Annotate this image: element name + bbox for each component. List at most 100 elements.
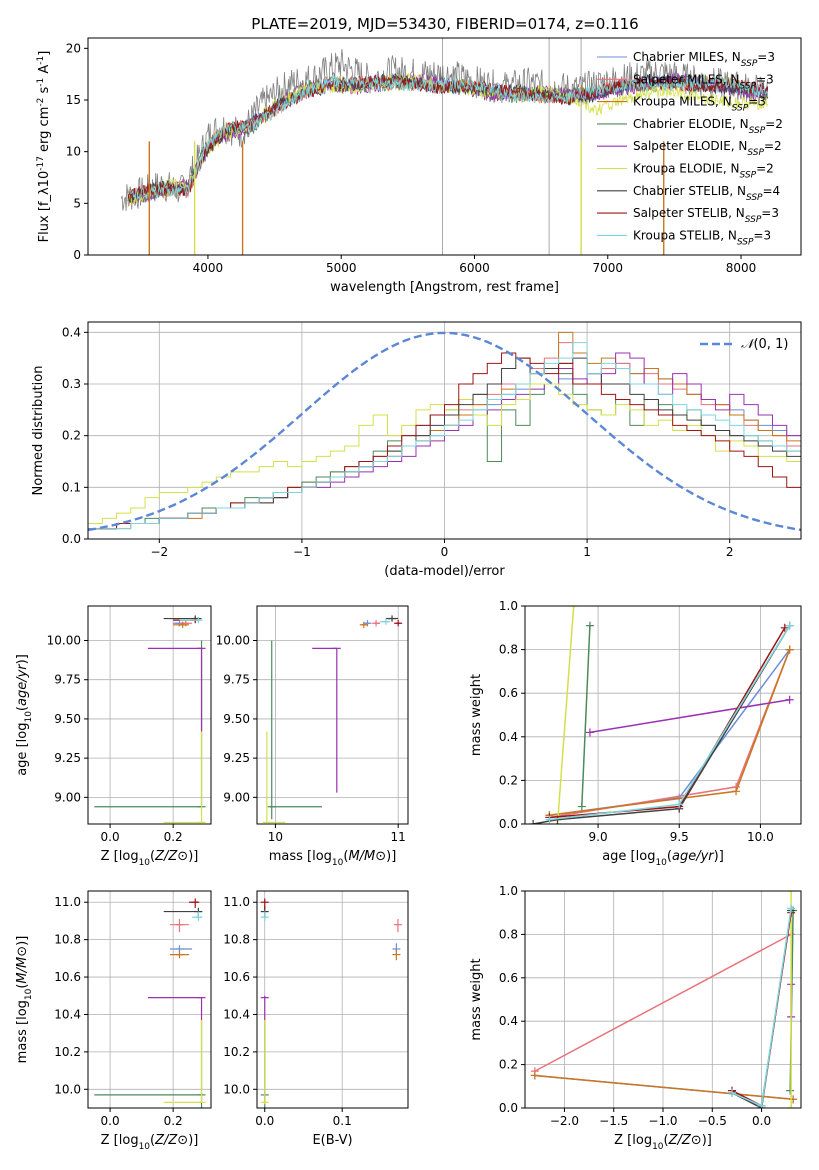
- age_vs_Z-xtick-label-1: 0.2: [164, 830, 183, 844]
- hist-series-8: [88, 342, 801, 539]
- residual_hist-ytick-label-3: 0.3: [62, 377, 81, 391]
- gaussian-curve: [88, 331, 801, 532]
- weight_vs_Z-frame: [524, 890, 802, 1109]
- weight_vs_age-ytick-label-4: 0.8: [499, 643, 518, 657]
- mass_vs_Z-ytick-label-4: 10.8: [54, 933, 81, 947]
- mass_vs_EBV-ytick-label-4: 10.8: [223, 933, 250, 947]
- age_vs_mass-ytick-label-1: 9.25: [223, 751, 250, 765]
- age_vs_Z-ylabel: age [log10(age/yr)]: [15, 654, 34, 776]
- spectrum-ytick-label-4: 20: [66, 41, 81, 55]
- age_vs_mass-ytick-label-3: 9.75: [223, 673, 250, 687]
- spectrum-frame: [87, 37, 802, 256]
- legend-label-3: Chabrier ELODIE, NSSP=2: [633, 117, 783, 136]
- weight_vs_Z-ytick-label-4: 0.8: [499, 927, 518, 941]
- spectrum-xtick-label-2: 6000: [459, 261, 490, 275]
- mass_vs_EBV-frame: [256, 890, 409, 1109]
- spectrum-marks: [120, 38, 769, 255]
- age_vs_mass-ytick-label-4: 10.00: [216, 634, 250, 648]
- mass_vs_Z-point-5: [163, 1020, 206, 1103]
- age_vs_Z-frame: [87, 605, 212, 825]
- legend-label-8: Kroupa STELIB, NSSP=3: [633, 228, 771, 247]
- age_vs_mass-marks: [262, 615, 403, 824]
- weight_vs_age-xtick-label-0: 9.0: [589, 830, 608, 844]
- weight_vs_Z-marker-5-1: [787, 891, 796, 895]
- weight_vs_age-marker-6-0: [529, 820, 538, 824]
- mass_vs_EBV-marks: [260, 898, 402, 1108]
- mass_vs_Z-point-2: [170, 950, 189, 959]
- age_vs_Z-ytick-label-3: 9.75: [54, 673, 81, 687]
- mass_vs_Z-xtick-label-0: 0.0: [101, 1114, 120, 1128]
- weight_vs_age-line-3: [581, 625, 591, 807]
- weight_vs_Z-ytick-label-1: 0.2: [499, 1058, 518, 1072]
- age_vs_mass-frame: [256, 605, 409, 825]
- hist-legend-label: 𝒩(0, 1): [741, 337, 788, 352]
- mass_vs_Z-ytick-label-1: 10.2: [54, 1045, 81, 1059]
- weight_vs_age-marker-2-1: [732, 787, 741, 796]
- weight_vs_Z-marker-2-0: [530, 1071, 539, 1080]
- legend-label-6: Chabrier STELIB, NSSP=4: [633, 184, 780, 203]
- age_vs_Z-point-5: [163, 731, 206, 824]
- weight_vs_Z-marker-3-0: [786, 1086, 795, 1095]
- weight_vs_Z-xlabel: Z [log10(Z/Z⊙)]: [614, 1133, 712, 1152]
- mass_vs_Z-point-8: [192, 911, 203, 921]
- weight_vs_Z-marker-8-2: [787, 904, 796, 913]
- mass_vs_Z-ytick-label-5: 11.0: [54, 895, 81, 909]
- hist-series-7: [88, 352, 801, 539]
- age_vs_mass-point-5: [262, 731, 286, 824]
- mass_vs_Z-xtick-label-1: 0.2: [164, 1114, 183, 1128]
- spectrum-ytick-label-1: 5: [73, 196, 81, 210]
- age_vs_mass-xtick-label-1: 11: [391, 830, 406, 844]
- age_vs_Z-ytick-label-1: 9.25: [54, 751, 81, 765]
- age_vs_mass-point-2: [359, 621, 368, 628]
- age_vs_Z-panel: 0.0 0.2 9.00 9.25 9.50 9.75 10.00 Z [log10(Z/Z⊙…: [15, 605, 212, 868]
- residual_hist-ytick-label-1: 0.1: [62, 480, 81, 494]
- mass_vs_EBV-point-4: [260, 995, 269, 1021]
- spectrum-legend: Chabrier MILES, NSSP=3 Salpeter MILES, NS…: [597, 50, 783, 247]
- spectrum-xtick-label-3: 7000: [592, 261, 623, 275]
- mass_vs_EBV-point-7: [260, 898, 269, 910]
- weight_vs_Z-ytick-label-2: 0.4: [499, 1014, 518, 1028]
- weight_vs_Z-ylabel: mass weight: [469, 958, 484, 1040]
- spectrum-model-line-8: [127, 75, 769, 200]
- mass_vs_EBV-point-2: [392, 948, 401, 961]
- mass_vs_EBV-ytick-label-1: 10.2: [223, 1045, 250, 1059]
- residual_hist-xtick-label-0: −2: [150, 545, 168, 559]
- weight_vs_age-line-4: [589, 698, 790, 734]
- weight_vs_age-marker-8-1: [675, 800, 684, 809]
- weight_vs_Z-ytick-label-5: 1.0: [499, 884, 518, 898]
- age_vs_mass-point-1: [372, 620, 381, 627]
- weight_vs_age-marker-3-1: [585, 621, 594, 630]
- age_vs_mass-point-8: [379, 618, 390, 625]
- residual_hist-xtick-label-2: 0: [441, 545, 449, 559]
- weight_vs_age-ytick-label-1: 0.2: [499, 773, 518, 787]
- age_vs_Z-point-8: [179, 616, 203, 624]
- weight_vs_age-xlabel: age [log10(age/yr)]: [602, 849, 724, 868]
- mass_vs_EBV-point-5: [260, 1020, 269, 1105]
- residual_hist-ytick-label-0: 0.0: [62, 532, 81, 546]
- residual_hist-xlabel: (data-model)/error: [384, 564, 505, 579]
- weight_vs_Z-xtick-label-3: −0.5: [698, 1114, 727, 1128]
- weight_vs_age-ytick-label-3: 0.6: [499, 686, 518, 700]
- spectrum-panel: 4000 5000 6000 7000 8000 0 5 10 15 20 wavelength […: [36, 37, 802, 295]
- legend-label-2: Kroupa MILES, NSSP=3: [633, 95, 766, 114]
- mass_vs_Z-point-4: [147, 997, 206, 1021]
- weight_vs_age-panel: 9.0 9.5 10.0 0.0 0.2 0.4 0.6 0.8 1.0 age [log10(a…: [469, 599, 802, 868]
- age_vs_mass-panel: 10 11 9.00 9.25 9.50 9.75 10.00 mass [log10(M/M…: [216, 605, 409, 868]
- mass_vs_Z-ytick-label-0: 10.0: [54, 1082, 81, 1096]
- weight_vs_age-ytick-label-0: 0.0: [499, 817, 518, 831]
- age_vs_mass-point-6: [385, 615, 399, 622]
- mass_vs_EBV-point-1: [393, 919, 402, 933]
- age_vs_Z-ytick-label-4: 10.00: [47, 634, 81, 648]
- mass_vs_EBV-xtick-label-0: 0.0: [255, 1114, 274, 1128]
- mass_vs_Z-ytick-label-3: 10.6: [54, 970, 81, 984]
- weight_vs_Z-marker-8-0: [728, 1088, 736, 1097]
- age_vs_mass-ytick-label-2: 9.50: [223, 712, 250, 726]
- weight_vs_age-marker-3-0: [577, 802, 586, 811]
- weight_vs_age-marks: [529, 606, 794, 824]
- spectrum-ytick-label-2: 10: [66, 145, 81, 159]
- age_vs_Z-ytick-label-0: 9.00: [54, 790, 81, 804]
- weight_vs_age-marker-4-0: [585, 728, 594, 737]
- age_vs_mass-point-4: [312, 647, 341, 793]
- residual_hist-xtick-label-4: 2: [726, 545, 734, 559]
- mass_vs_Z-panel: 0.0 0.2 10.0 10.2 10.4 10.6 10.8 11.0 Z [log10(Z…: [15, 890, 212, 1152]
